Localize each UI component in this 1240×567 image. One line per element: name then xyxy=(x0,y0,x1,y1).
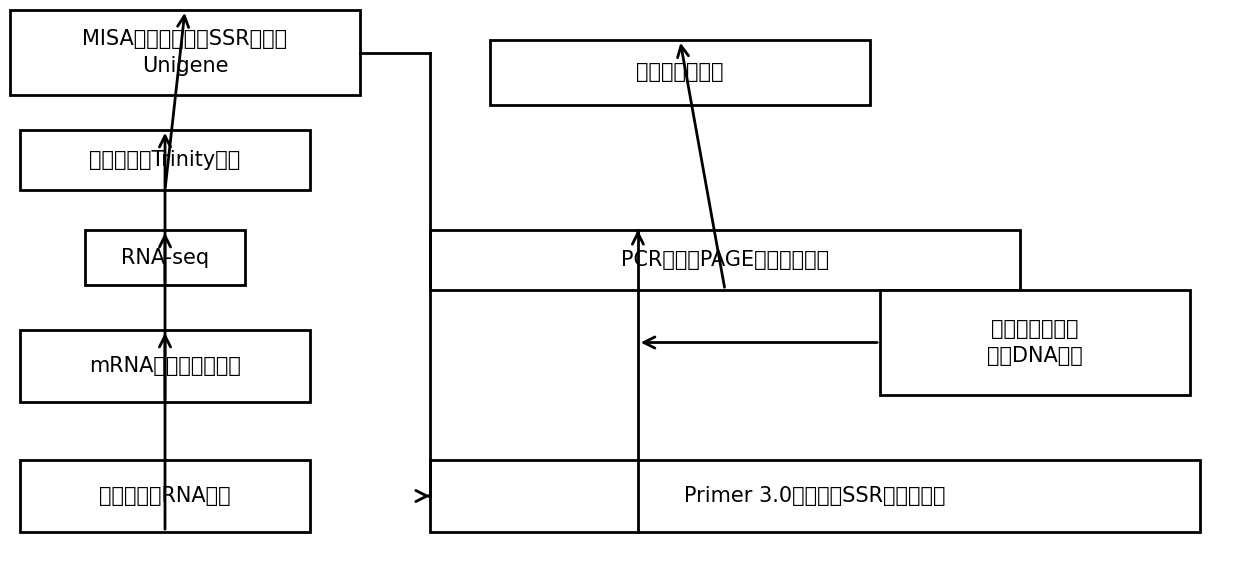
Text: 云锦杜鹃总RNA提取: 云锦杜鹃总RNA提取 xyxy=(99,486,231,506)
Text: 云锦杜鹃种群基
因组DNA提取: 云锦杜鹃种群基 因组DNA提取 xyxy=(987,319,1083,366)
Bar xyxy=(430,460,1200,532)
Text: 数据过滤、Trinity组装: 数据过滤、Trinity组装 xyxy=(89,150,241,170)
Bar xyxy=(10,10,360,95)
Text: mRNA富集和文库构建: mRNA富集和文库构建 xyxy=(89,356,241,376)
Text: Primer 3.0软件设计SSR标记的引物: Primer 3.0软件设计SSR标记的引物 xyxy=(684,486,946,506)
Bar xyxy=(490,40,870,105)
Bar xyxy=(20,130,310,190)
Bar xyxy=(430,230,1021,290)
Bar xyxy=(20,330,310,402)
Bar xyxy=(86,230,246,285)
Bar xyxy=(880,290,1190,395)
Text: RNA-seq: RNA-seq xyxy=(122,248,210,268)
Bar xyxy=(20,460,310,532)
Text: 遗传多样性分析: 遗传多样性分析 xyxy=(636,62,724,83)
Text: PCR扩增、PAGE凝胶电泳检测: PCR扩增、PAGE凝胶电泳检测 xyxy=(621,250,830,270)
Text: MISA软件挖掘富含SSR序列的
Unigene: MISA软件挖掘富含SSR序列的 Unigene xyxy=(82,29,288,76)
